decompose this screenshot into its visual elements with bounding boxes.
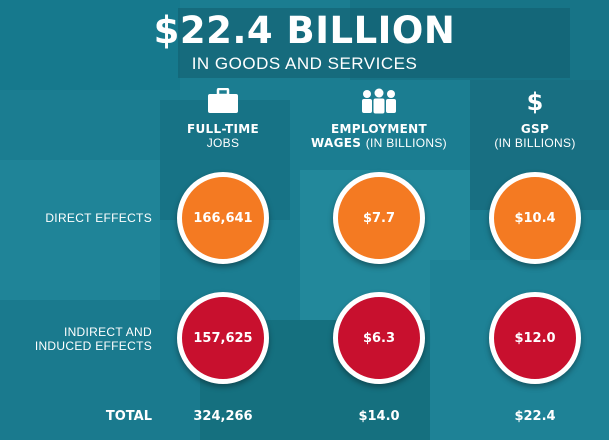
row-label-direct: DIRECT EFFECTS xyxy=(45,211,152,225)
column-subtitle: (IN BILLIONS) xyxy=(365,136,447,150)
value-circle-indirect-jobs: 157,625 xyxy=(177,292,269,384)
column-subtitle: (IN BILLIONS) xyxy=(494,136,576,150)
row-label-indirect: INDIRECT AND INDUCED EFFECTS xyxy=(35,325,152,353)
people-icon xyxy=(362,88,396,114)
value-circle-direct-gsp: $10.4 xyxy=(489,172,581,264)
column-title-line1: EMPLOYMENT xyxy=(331,122,427,136)
column-header-gsp: $ GSP (IN BILLIONS) xyxy=(440,86,609,150)
column-title: GSP xyxy=(520,122,550,136)
headline: $22.4 BILLION xyxy=(153,9,456,52)
total-gsp: $22.4 xyxy=(514,409,556,424)
value-circle-indirect-wages: $6.3 xyxy=(333,292,425,384)
row-label-line2: INDUCED EFFECTS xyxy=(34,339,152,353)
value-circle-direct-wages: $7.7 xyxy=(333,172,425,264)
column-header-jobs: FULL-TIME JOBS xyxy=(128,86,318,150)
total-jobs: 324,266 xyxy=(193,409,253,424)
value-circle-indirect-gsp: $12.0 xyxy=(489,292,581,384)
title-band xyxy=(178,8,570,78)
svg-text:$: $ xyxy=(527,88,544,115)
column-subtitle: JOBS xyxy=(206,136,240,150)
column-title: EMPLOYMENT WAGES (IN BILLIONS) xyxy=(284,122,474,150)
dollar-icon: $ xyxy=(527,88,544,115)
briefcase-icon xyxy=(208,88,238,113)
column-header-wages: EMPLOYMENT WAGES (IN BILLIONS) xyxy=(284,86,474,150)
value-circle-direct-jobs: 166,641 xyxy=(177,172,269,264)
total-wages: $14.0 xyxy=(358,409,400,424)
row-label-line1: INDIRECT AND xyxy=(63,325,152,339)
column-title: FULL-TIME xyxy=(187,122,259,136)
column-title-line2: WAGES xyxy=(311,136,362,150)
subheadline: IN GOODS AND SERVICES xyxy=(191,54,418,73)
total-label: TOTAL xyxy=(105,409,152,424)
